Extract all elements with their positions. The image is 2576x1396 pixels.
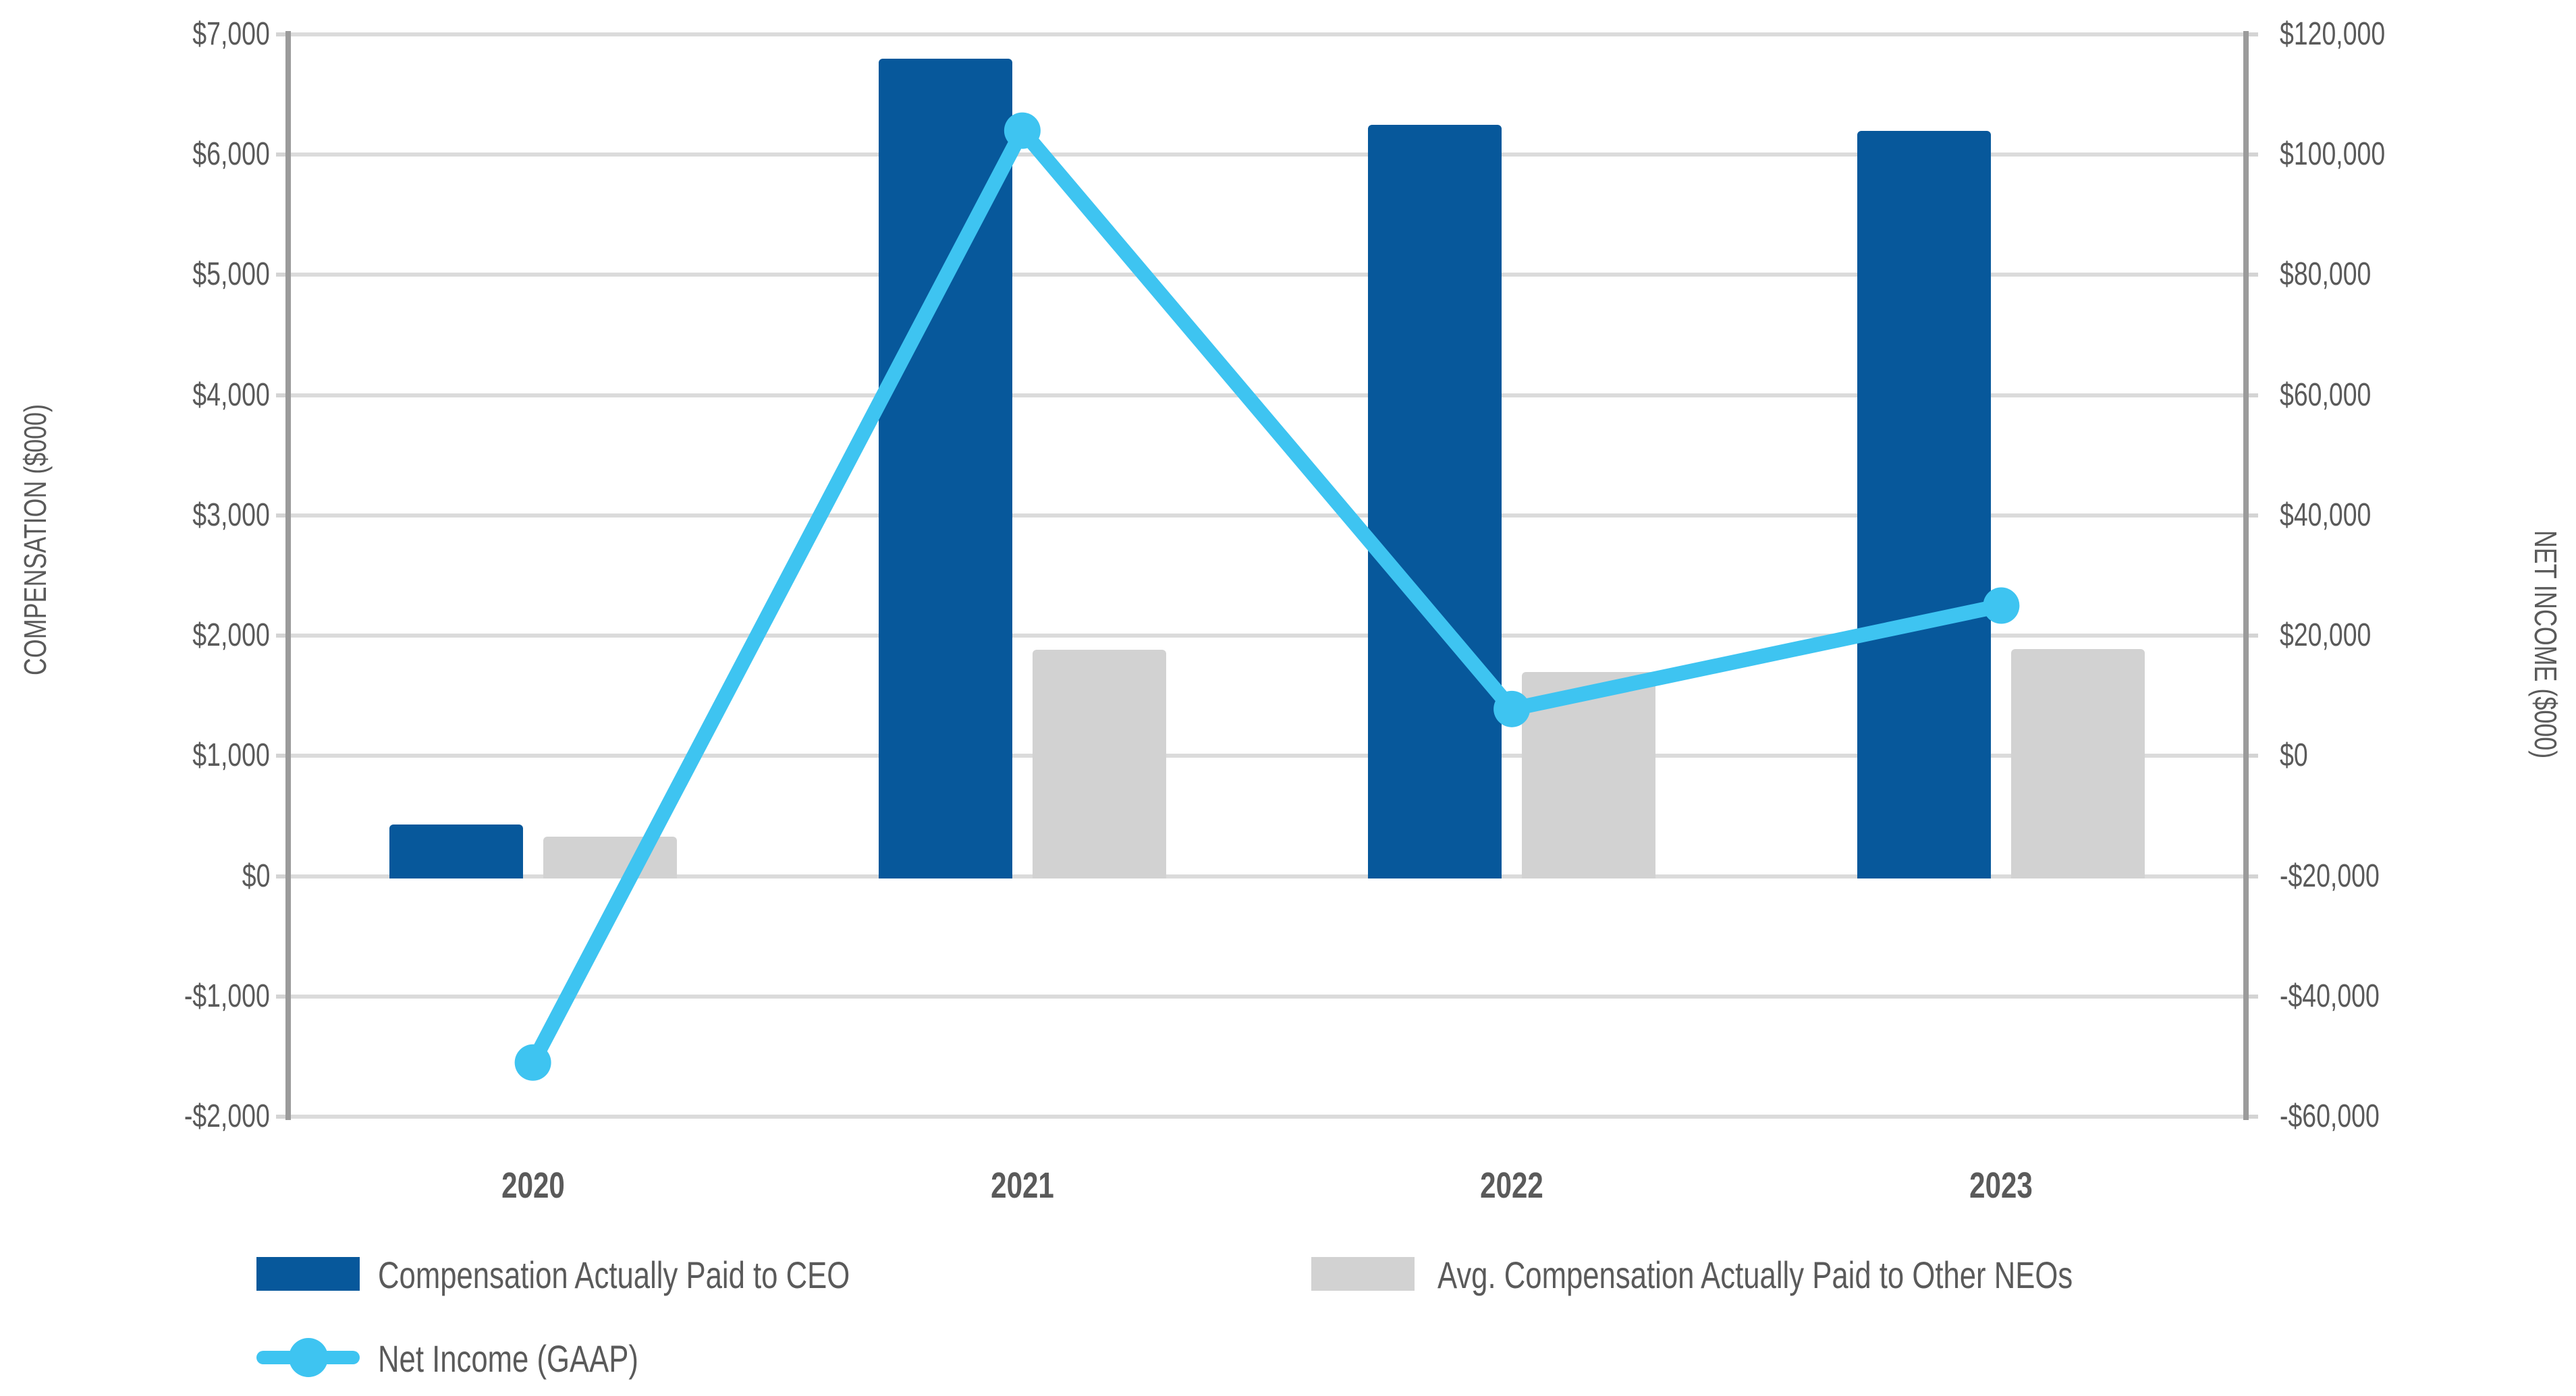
left-axis-tick-label: $0 — [242, 858, 270, 894]
legend-label-neo: Avg. Compensation Actually Paid to Other… — [1437, 1254, 2073, 1296]
net-income-point-2021 — [1004, 112, 1041, 149]
left-tick-mark — [276, 1115, 288, 1119]
left-axis-tick-label: $7,000 — [192, 16, 270, 52]
right-tick-mark — [2246, 994, 2258, 999]
legend-swatch-neo — [1311, 1257, 1415, 1291]
gridline — [288, 874, 2246, 878]
bar-neo-2021 — [1032, 650, 1166, 878]
right-axis-tick-label: $20,000 — [2280, 617, 2372, 654]
right-axis-line — [2243, 31, 2249, 1120]
left-axis-tick-label: -$1,000 — [184, 978, 270, 1014]
right-tick-mark — [2246, 393, 2258, 397]
legend-swatch-ceo — [256, 1257, 360, 1291]
gridline — [288, 634, 2246, 638]
right-axis-tick-label: $80,000 — [2280, 256, 2372, 293]
left-tick-mark — [276, 634, 288, 638]
bar-neo-2023 — [2011, 648, 2145, 878]
left-tick-mark — [276, 994, 288, 999]
legend-item-net-income: Net Income (GAAP) — [378, 1339, 712, 1379]
left-axis-tick-label: $4,000 — [192, 376, 270, 413]
gridline — [288, 1115, 2246, 1119]
right-axis-tick-label: -$40,000 — [2280, 978, 2380, 1014]
right-tick-mark — [2246, 152, 2258, 157]
right-tick-mark — [2246, 1115, 2258, 1119]
left-axis-line — [285, 31, 291, 1120]
x-axis-label-2022: 2022 — [1480, 1165, 1543, 1206]
gridline — [288, 754, 2246, 758]
left-axis-tick-label: $1,000 — [192, 737, 270, 774]
right-axis-tick-label: $0 — [2280, 737, 2308, 774]
gridline — [288, 393, 2246, 397]
left-tick-mark — [276, 393, 288, 397]
left-tick-mark — [276, 152, 288, 157]
right-tick-mark — [2246, 513, 2258, 518]
right-axis-tick-label: $120,000 — [2280, 16, 2386, 52]
right-tick-mark — [2246, 273, 2258, 277]
legend-item-neo: Avg. Compensation Actually Paid to Other… — [1437, 1255, 2252, 1295]
left-tick-mark — [276, 32, 288, 36]
left-axis-tick-label: -$2,000 — [184, 1098, 270, 1134]
net-income-point-2023 — [1983, 587, 2020, 624]
left-tick-mark — [276, 874, 288, 878]
right-axis-tick-label: $100,000 — [2280, 136, 2386, 173]
x-axis-label-2021: 2021 — [991, 1165, 1054, 1206]
gridline — [288, 152, 2246, 157]
legend-item-ceo: Compensation Actually Paid to CEO — [378, 1255, 983, 1295]
right-tick-mark — [2246, 874, 2258, 878]
legend-line-marker — [289, 1338, 328, 1377]
legend-label-net-income: Net Income (GAAP) — [378, 1337, 638, 1380]
right-tick-mark — [2246, 634, 2258, 638]
right-axis-tick-label: $40,000 — [2280, 497, 2372, 533]
right-axis-tick-label: -$60,000 — [2280, 1098, 2380, 1134]
right-axis-tick-label: $60,000 — [2280, 376, 2372, 413]
left-tick-mark — [276, 754, 288, 758]
net-income-point-2022 — [1493, 690, 1531, 727]
right-tick-mark — [2246, 754, 2258, 758]
net-income-point-2020 — [514, 1044, 551, 1081]
x-axis-label-2023: 2023 — [1969, 1165, 2033, 1206]
bar-ceo-2023 — [1857, 130, 1992, 878]
left-axis-tick-label: $6,000 — [192, 136, 270, 173]
gridline — [288, 994, 2246, 999]
right-axis-tick-label: -$20,000 — [2280, 858, 2380, 894]
gridline — [288, 32, 2246, 36]
legend-label-ceo: Compensation Actually Paid to CEO — [378, 1254, 850, 1296]
bar-ceo-2020 — [389, 824, 523, 878]
left-tick-mark — [276, 273, 288, 277]
gridline — [288, 273, 2246, 277]
left-axis-tick-label: $2,000 — [192, 617, 270, 654]
gridline — [288, 513, 2246, 518]
net-income-line — [525, 123, 2009, 1070]
right-tick-mark — [2246, 32, 2258, 36]
left-axis-tick-label: $3,000 — [192, 497, 270, 533]
left-axis-tick-label: $5,000 — [192, 256, 270, 293]
bar-ceo-2022 — [1368, 124, 1502, 878]
left-tick-mark — [276, 513, 288, 518]
x-axis-label-2020: 2020 — [501, 1165, 565, 1206]
